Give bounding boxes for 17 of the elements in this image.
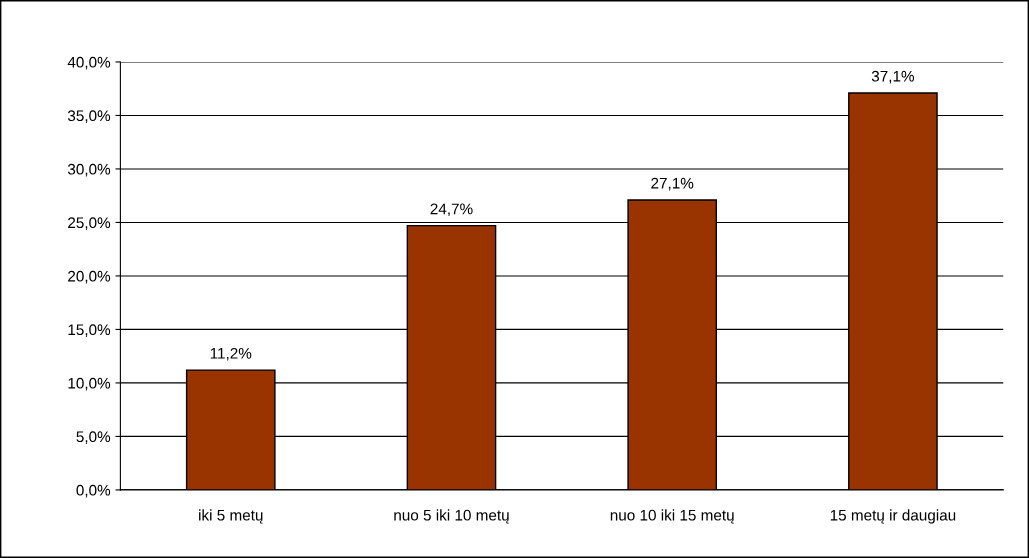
y-tick-label: 0,0% — [76, 484, 111, 498]
y-tick-label: 35,0% — [67, 110, 111, 123]
data-label: 24,7% — [430, 203, 473, 217]
y-tick-label: 20,0% — [68, 270, 111, 284]
data-label: 27,1% — [651, 177, 694, 191]
x-tick-label: nuo 5 iki 10 metų — [394, 509, 509, 524]
y-tick-label: 15,0% — [68, 324, 111, 337]
y-tick-label: 40,0% — [67, 56, 111, 70]
data-label: 11,2% — [210, 347, 252, 361]
y-tick-label: 10,0% — [68, 377, 111, 391]
x-tick-label: 15 metų ir daugiau — [830, 509, 956, 524]
y-tick-label: 25,0% — [68, 217, 111, 230]
x-tick-label: nuo 10 iki 15 metų — [610, 509, 734, 524]
data-label: 37,1% — [871, 70, 915, 84]
x-tick-label: iki 5 metų — [199, 509, 263, 524]
y-tick-label: 30,0% — [67, 163, 111, 177]
y-tick-label: 5,0% — [76, 431, 111, 444]
